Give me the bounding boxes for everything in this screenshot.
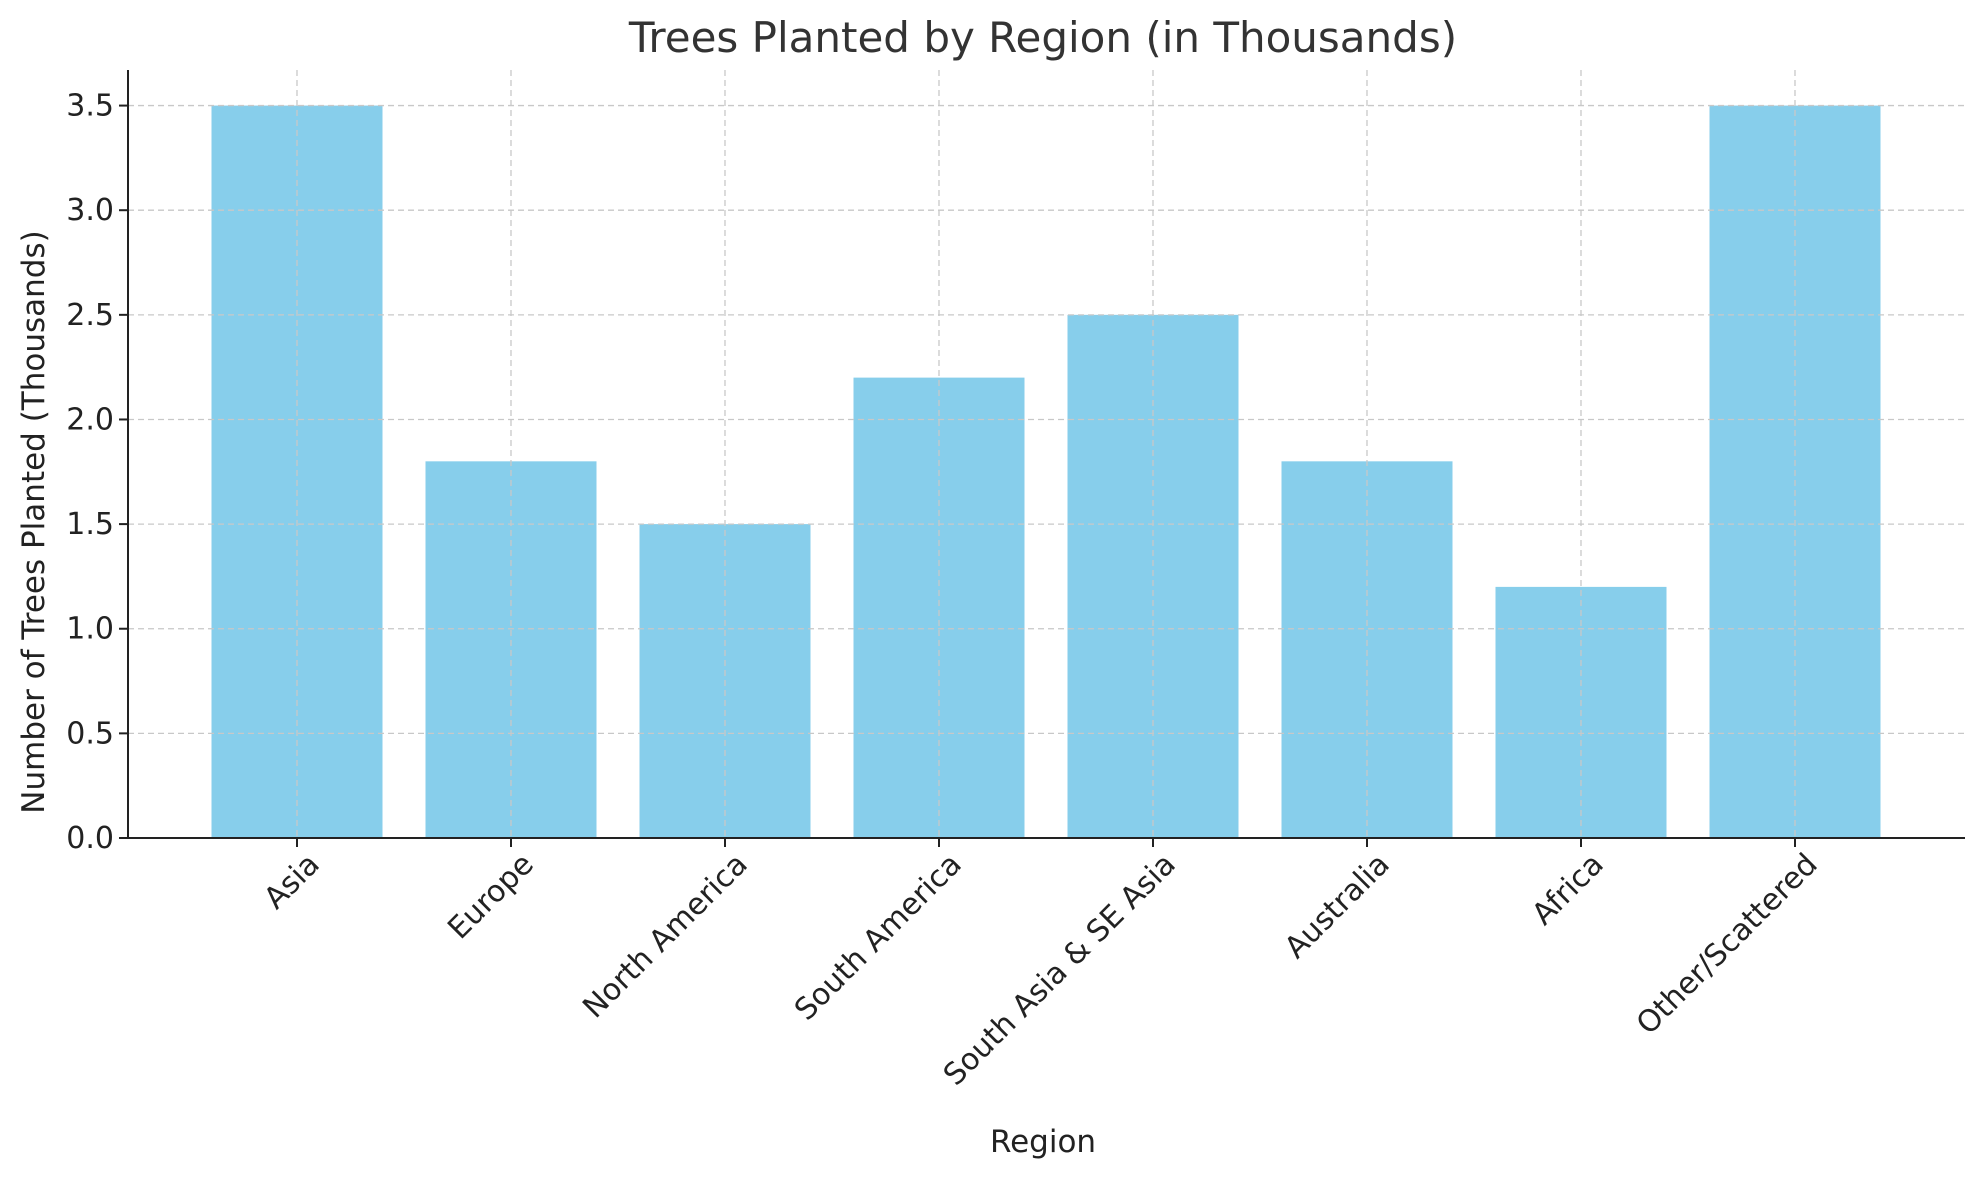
- chart-title: Trees Planted by Region (in Thousands): [628, 13, 1457, 62]
- bars: [211, 105, 1881, 838]
- x-tick-label: South Asia & SE Asia: [937, 847, 1183, 1093]
- x-axis-label: Region: [990, 1124, 1096, 1160]
- y-tick-label: 1.0: [66, 612, 114, 647]
- x-tick-label: North America: [576, 847, 754, 1025]
- x-tick-label: Asia: [257, 847, 326, 916]
- x-tick-label: Australia: [1278, 847, 1397, 966]
- axes: [119, 70, 1965, 847]
- y-tick-label: 3.0: [66, 193, 114, 228]
- x-tick-label: Africa: [1525, 847, 1610, 932]
- x-tick-label: Europe: [441, 847, 540, 946]
- y-tick-label: 0.0: [66, 821, 114, 856]
- x-tick-label: South America: [788, 847, 969, 1028]
- y-tick-label: 0.5: [66, 716, 114, 751]
- y-tick-label: 3.5: [66, 89, 114, 124]
- x-tick-label: Other/Scattered: [1630, 847, 1825, 1042]
- grid-lines: [128, 70, 1965, 839]
- y-tick-label: 2.0: [66, 402, 114, 437]
- y-tick-label: 1.5: [66, 507, 114, 542]
- bar-south-america: [853, 377, 1025, 838]
- y-tick-label: 2.5: [66, 298, 114, 333]
- y-axis-label: Number of Trees Planted (Thousands): [16, 230, 52, 813]
